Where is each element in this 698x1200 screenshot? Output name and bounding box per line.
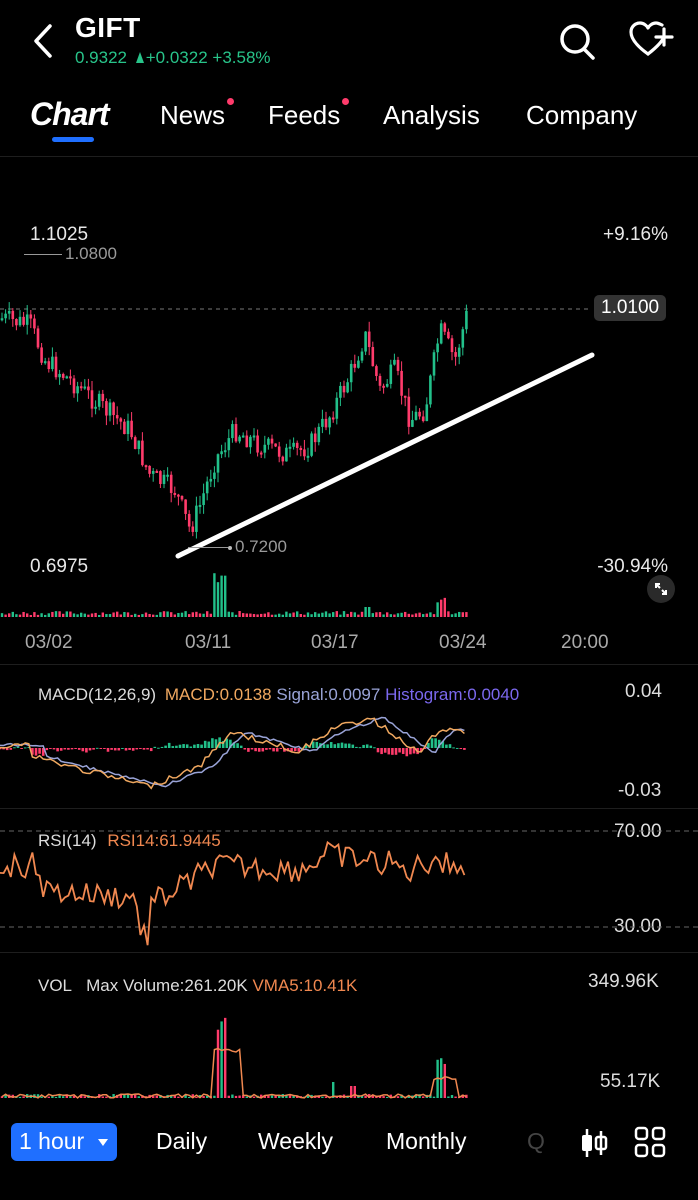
low-price-label: 0.6975 — [30, 556, 89, 577]
macd-histogram-bars — [0, 737, 466, 757]
grid-icon — [634, 1126, 666, 1158]
tab-analysis[interactable]: Analysis — [383, 100, 480, 131]
low-marker: 0.7200 — [188, 537, 287, 557]
top-pct-label: +9.16% — [603, 224, 668, 245]
tab-company[interactable]: Company — [526, 100, 637, 131]
tab-company-label: Company — [526, 100, 638, 130]
volume-chart — [0, 1017, 468, 1099]
caret-down-icon — [98, 1139, 108, 1146]
chart-type-button[interactable] — [579, 1126, 609, 1160]
high-marker-line — [24, 254, 62, 256]
price-quote: 0.9322 +0.0322 +3.58% — [75, 48, 271, 68]
current-price-value: 1.0100 — [601, 297, 660, 318]
tab-active-indicator — [52, 137, 94, 142]
macd-axis-top: 0.04 — [625, 681, 662, 702]
macd-axis-bottom: -0.03 — [618, 780, 662, 801]
macd-signal-line — [0, 716, 465, 788]
candlesticks — [0, 302, 468, 539]
macd-divider — [0, 808, 698, 809]
bottom-pct-label: -30.94% — [597, 556, 668, 577]
price-change-pct: +3.58% — [212, 48, 271, 67]
price-volume-bars — [0, 573, 468, 617]
macd-signal: Signal:0.0097 — [276, 685, 381, 704]
chart-divider — [0, 664, 698, 665]
heart-plus-icon — [629, 21, 674, 56]
candlestick-icon — [582, 1129, 608, 1157]
expand-icon — [655, 583, 667, 595]
rsi-value: RSI14:61.9445 — [107, 831, 221, 850]
interval-quarterly[interactable]: Q — [527, 1128, 545, 1154]
watchlist-button[interactable] — [628, 20, 674, 60]
interval-daily[interactable]: Daily — [156, 1128, 208, 1154]
rsi-title: RSI(14) — [38, 831, 97, 850]
tabs-divider — [0, 156, 698, 157]
tab-feeds[interactable]: Feeds — [268, 98, 350, 131]
current-price-tag: 1.0100 — [594, 295, 667, 321]
x-label-0317: 03/17 — [311, 632, 359, 653]
fullscreen-button[interactable] — [647, 575, 675, 603]
feeds-badge — [342, 98, 350, 105]
x-label-0311: 03/11 — [185, 632, 232, 653]
rsi-line — [0, 840, 466, 946]
price-change: +0.0322 — [145, 48, 208, 67]
x-label-0324: 03/24 — [439, 632, 487, 653]
vol-legend: VOL Max Volume:261.20K VMA5:10.41K — [38, 976, 357, 996]
macd-title: MACD(12,26,9) — [38, 685, 157, 704]
high-price-label: 1.1025 — [30, 224, 89, 245]
high-marker: 1.0800 — [24, 244, 117, 264]
macd-histogram: Histogram:0.0040 — [385, 685, 520, 704]
macd-legend: MACD(12,26,9) MACD:0.0138 Signal:0.0097 … — [38, 685, 519, 705]
last-price: 0.9322 — [75, 48, 127, 67]
interval-selector[interactable]: 1 hour — [11, 1123, 117, 1161]
tab-analysis-label: Analysis — [383, 100, 480, 130]
chevron-left-icon — [34, 24, 52, 58]
macd-value: MACD:0.0138 — [164, 685, 272, 704]
macd-line — [0, 717, 465, 790]
low-marker-dot — [228, 545, 232, 550]
macd-chart — [0, 716, 466, 790]
tab-chart[interactable]: Chart — [30, 96, 110, 142]
vol-vma: VMA5:10.41K — [252, 976, 358, 995]
ticker-title: GIFT — [75, 12, 141, 43]
vol-axis-mid: 55.17K — [600, 1071, 661, 1092]
vol-axis-top: 349.96K — [588, 971, 659, 992]
up-arrow-icon — [135, 52, 144, 63]
tab-chart-label: Chart — [30, 96, 110, 132]
x-label-2000: 20:00 — [561, 632, 609, 653]
rsi-level-low: 30.00 — [614, 916, 662, 937]
interval-weekly[interactable]: Weekly — [258, 1128, 333, 1154]
low-marker-line — [188, 547, 228, 549]
search-button[interactable] — [557, 22, 597, 62]
news-badge — [227, 98, 235, 105]
interval-label: 1 hour — [19, 1128, 85, 1154]
rsi-chart — [0, 830, 698, 946]
interval-monthly[interactable]: Monthly — [386, 1128, 467, 1154]
x-label-0302: 03/02 — [25, 632, 73, 653]
vol-title: VOL — [38, 976, 72, 995]
tab-news[interactable]: News — [160, 98, 235, 131]
tab-news-label: News — [160, 100, 226, 130]
tab-feeds-label: Feeds — [268, 100, 341, 130]
rsi-level-high: 70.00 — [614, 821, 662, 842]
volume-bars — [0, 1017, 468, 1098]
rsi-divider — [0, 952, 698, 953]
price-chart[interactable] — [0, 160, 698, 630]
vol-max: Max Volume:261.20K — [86, 976, 248, 995]
vma-line — [1, 1047, 467, 1099]
layout-button[interactable] — [634, 1126, 666, 1158]
high-marker-label: 1.0800 — [65, 244, 117, 263]
search-icon — [560, 24, 595, 60]
trendline — [175, 352, 595, 559]
low-marker-label: 0.7200 — [235, 537, 287, 556]
rsi-legend: RSI(14) RSI14:61.9445 — [38, 831, 221, 851]
back-button[interactable] — [28, 22, 58, 60]
